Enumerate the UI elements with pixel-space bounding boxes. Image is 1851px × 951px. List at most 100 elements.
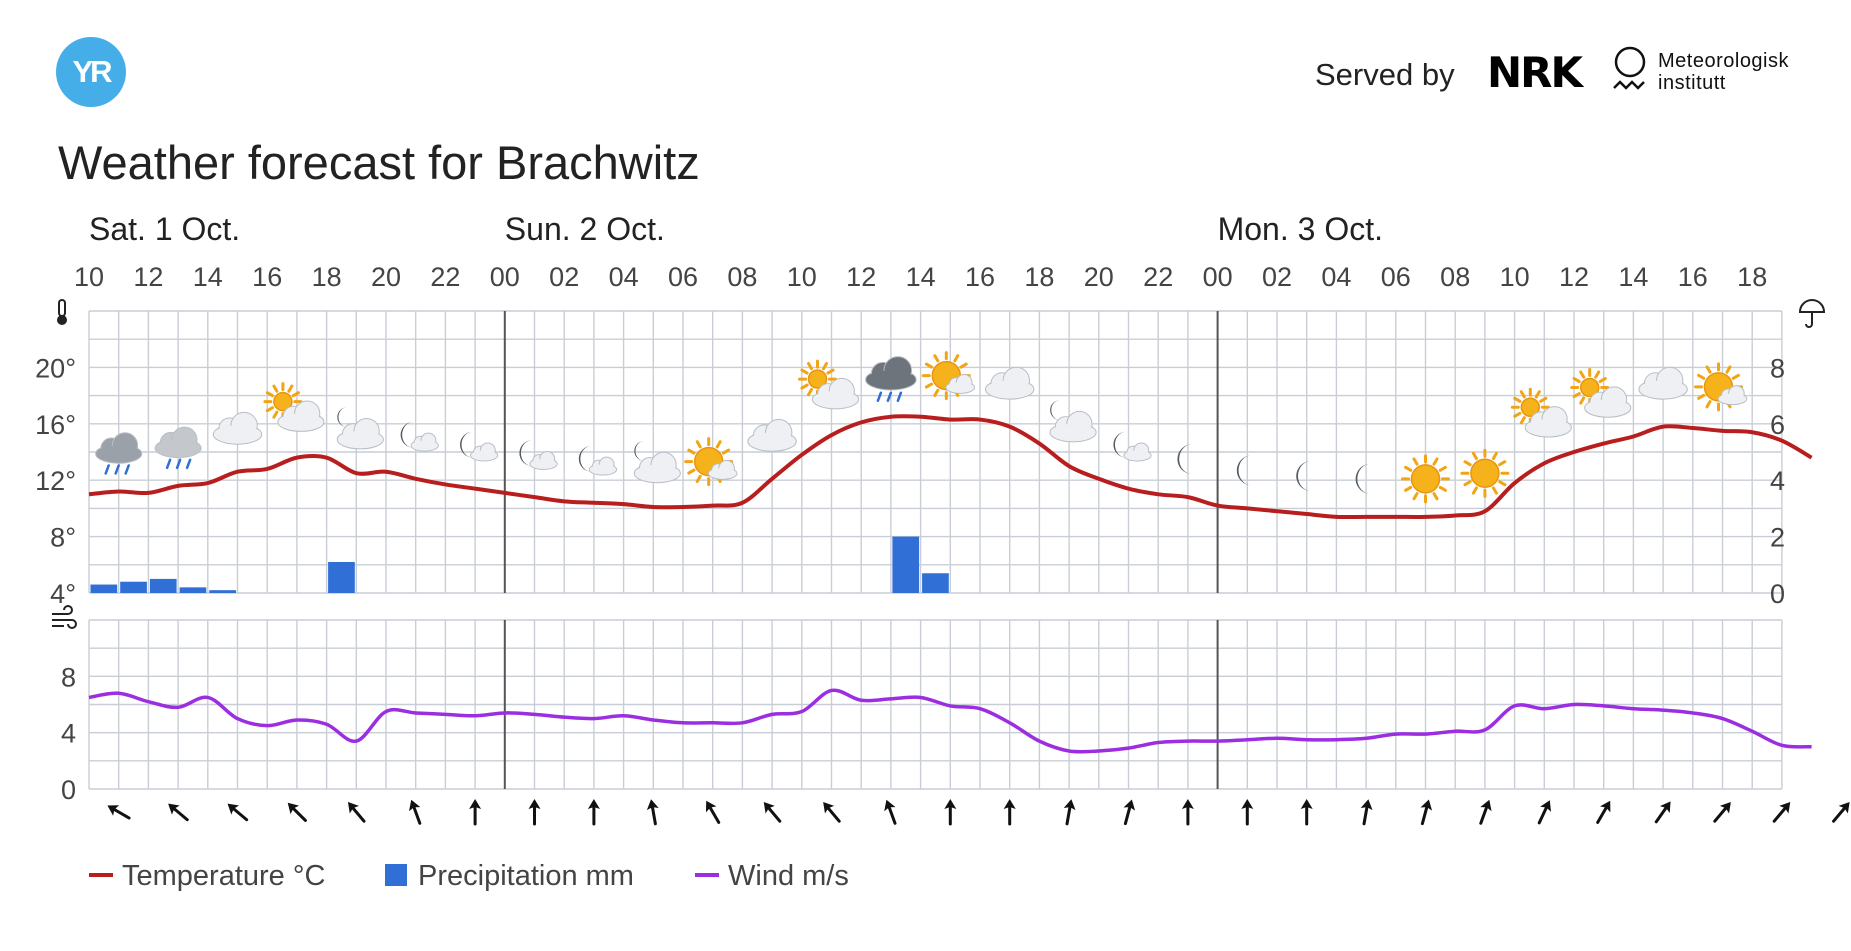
precipitation-bar xyxy=(149,578,177,593)
sun-behind-cloud-icon xyxy=(1570,368,1632,418)
wind-arrow-head xyxy=(1600,800,1611,813)
hour-tick-label: 18 xyxy=(1024,262,1054,292)
hour-tick-label: 20 xyxy=(371,262,401,292)
cloud-shape xyxy=(946,382,974,393)
sun-behind-cloud-icon xyxy=(263,382,325,432)
wind-arrow-head xyxy=(168,803,180,815)
sun-ray xyxy=(1432,492,1439,501)
wind-arrow-head xyxy=(1540,800,1552,812)
wind-arrow-icon xyxy=(1596,800,1611,824)
sun-ray xyxy=(1498,460,1507,467)
temperature-tick-label: 16° xyxy=(35,410,76,440)
served-by-label: Served by xyxy=(1315,57,1455,92)
sun-ray xyxy=(1594,370,1601,379)
sun-ray xyxy=(1491,486,1498,495)
cloud-shape xyxy=(866,370,916,389)
wind-arrow-icon xyxy=(1003,799,1016,826)
hour-tick-label: 00 xyxy=(1203,262,1233,292)
sun-ray xyxy=(272,384,279,393)
hour-tick-label: 06 xyxy=(668,262,698,292)
temperature-tick-label: 12° xyxy=(35,466,76,496)
cloud-shape xyxy=(1640,380,1687,399)
sun-ray xyxy=(1572,392,1581,399)
wind-arrow-head xyxy=(1659,801,1671,813)
sun-ray xyxy=(1404,465,1413,472)
sun-ray xyxy=(721,448,731,455)
moon-shape xyxy=(1050,400,1061,421)
sun-ray xyxy=(953,354,960,363)
cloud-shape xyxy=(1124,450,1151,461)
sun-ray xyxy=(291,391,300,398)
nrk-logo[interactable]: NRK xyxy=(1487,48,1583,97)
sun-behind-cloud-icon xyxy=(798,359,860,410)
sun-ray xyxy=(1498,480,1507,487)
wind-arrow-head xyxy=(884,799,896,812)
umbrella-icon xyxy=(1798,299,1826,313)
wind-line xyxy=(88,688,1812,754)
axis-labels: Sat. 1 Oct. Sun. 2 Oct. Mon. 3 Oct. 10 12 14 1… xyxy=(35,211,1826,805)
sun-ray xyxy=(826,368,835,375)
sun-ray xyxy=(1519,416,1526,425)
wind-arrow-head xyxy=(1300,799,1313,809)
met-institute-logo[interactable]: Meteorologisk institutt xyxy=(1658,50,1789,94)
temperature-tick-label: 4° xyxy=(50,579,76,609)
sun-ray xyxy=(1705,365,1712,374)
hour-tick-label: 16 xyxy=(1678,262,1708,292)
wind-arrow-icon xyxy=(587,799,600,826)
hour-tick-label: 20 xyxy=(1084,262,1114,292)
hour-tick-label: 16 xyxy=(252,262,282,292)
moon-small-cloud-icon xyxy=(1113,431,1152,462)
wind-arrow-head xyxy=(1181,799,1194,809)
sun-ray xyxy=(1697,373,1706,380)
precipitation-bar xyxy=(892,536,920,593)
sun-ray xyxy=(1412,457,1419,466)
wind-arrow-head xyxy=(469,799,482,809)
wind-arrow-icon xyxy=(1654,801,1671,824)
moon-shape xyxy=(1355,463,1371,494)
sun-ray xyxy=(924,382,934,389)
wind-arrow-head xyxy=(706,800,717,813)
wind-arrow-icon xyxy=(646,799,659,826)
wind-arrow-head xyxy=(1360,799,1373,811)
yr-logo[interactable]: YR xyxy=(56,37,126,107)
sun-small-cloud-icon xyxy=(1694,362,1748,412)
wind-arrow-head xyxy=(107,805,120,816)
sun-ray xyxy=(1705,400,1712,409)
precipitation-tick-label: 6 xyxy=(1770,410,1785,440)
wind-arrow-head xyxy=(409,799,421,812)
wind-arrow-icon xyxy=(1300,799,1313,826)
precipitation-bar xyxy=(90,584,118,593)
sun-ray xyxy=(687,468,696,475)
cloud-shape xyxy=(709,468,737,479)
sun-ray xyxy=(1697,393,1706,400)
sun-ray xyxy=(1579,396,1586,405)
wind-arrow-icon xyxy=(528,799,541,826)
sun-ray xyxy=(1463,480,1472,487)
legend-wind-label: Wind m/s xyxy=(728,860,849,892)
sun-disc xyxy=(807,369,828,389)
sun-ray xyxy=(1731,373,1740,380)
hour-tick-label: 14 xyxy=(193,262,223,292)
sun-disc xyxy=(1579,377,1600,398)
wind-arrow-icon xyxy=(1537,800,1552,825)
cloud-shape xyxy=(156,439,201,457)
thermometer-icon xyxy=(58,299,66,317)
cloud-shape xyxy=(749,432,796,451)
sun-disc xyxy=(273,391,293,412)
hour-tick-label: 12 xyxy=(1559,262,1589,292)
cloud-shape xyxy=(530,458,557,469)
sun-ray xyxy=(933,388,940,397)
hour-tick-label: 22 xyxy=(1143,262,1173,292)
page-title: Weather forecast for Brachwitz xyxy=(58,136,700,189)
moon-small-cloud-icon xyxy=(400,421,439,452)
cloud-shape xyxy=(1051,424,1096,441)
hour-tick-label: 14 xyxy=(1618,262,1648,292)
wind-arrow-icon xyxy=(944,799,957,826)
moon-shape xyxy=(1296,461,1312,492)
moon-icon xyxy=(1296,461,1312,492)
umbrella-icon xyxy=(1798,299,1826,328)
wind-arrow-head xyxy=(1838,802,1850,814)
wind-arrow-icon xyxy=(1420,799,1433,826)
sun-ray xyxy=(959,362,968,369)
hour-tick-label: 10 xyxy=(74,262,104,292)
